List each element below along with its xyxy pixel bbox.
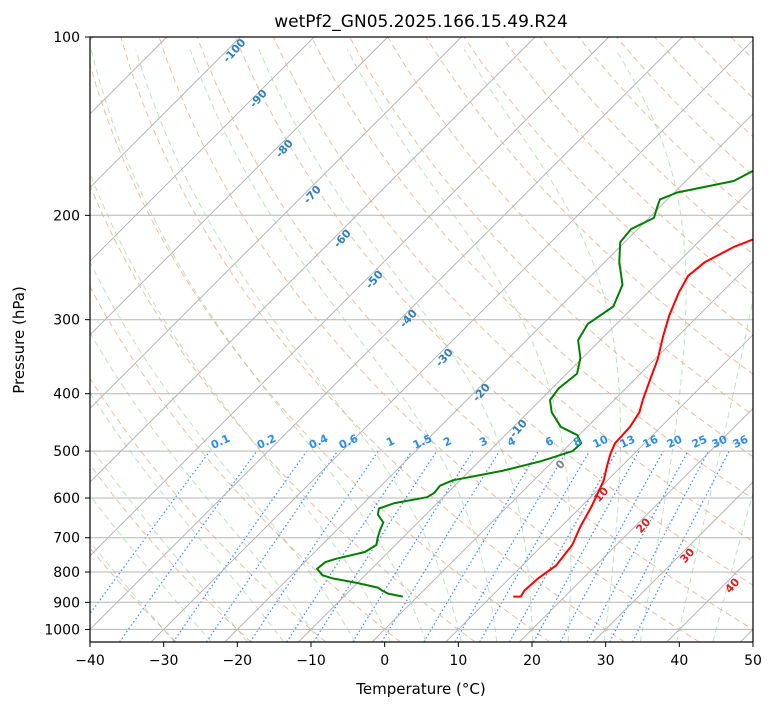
y-axis-label: Pressure (hPa) [10,286,28,394]
dry-adiabat-line [463,37,753,335]
y-tick-label: 100 [53,30,80,46]
x-tick-label: −20 [223,653,253,669]
profile-lines [316,169,753,598]
mixing-ratio-label: 30 [710,433,730,451]
mixing-ratio-label: 10 [591,433,611,451]
moist-adiabat-line [189,49,498,642]
dry-adiabat-line [90,463,252,642]
mixing-ratio-line [559,450,664,642]
isotherm-line [90,37,536,483]
dry-adiabat-line [90,62,551,642]
mixing-ratio-line [312,450,438,642]
background-lines [90,37,775,642]
x-tick-label: 0 [380,653,389,669]
moist-adiabat-line [463,49,622,642]
isotherm-line [150,39,753,642]
x-tick-label: −30 [149,653,179,669]
mixing-ratio-line [249,450,379,642]
mixing-ratio-label: 36 [731,433,751,451]
temperature-profile-line [513,238,753,598]
mixing-ratio-line [533,450,640,642]
y-tick-label: 800 [53,565,80,581]
chart-title: wetPf2_GN05.2025.166.15.49.R24 [274,12,568,32]
moist-adiabat-line [712,491,753,642]
dry-adiabat-line [90,377,327,642]
isotherm-line [90,37,610,557]
x-tick-label: 10 [449,653,467,669]
grid-lines [90,37,753,642]
y-tick-label: 500 [53,444,80,460]
dewpoint-profile-line [316,169,753,598]
moist-adiabat-line [258,49,533,642]
mixing-ratio-line [286,450,413,642]
moist-adiabat-line [90,445,248,642]
moist-adiabat-line [90,49,427,642]
dry-adiabat-line [234,37,753,586]
dry-adiabat-line [501,37,753,295]
x-axis: −40 −30 −20 −10 0 10 20 30 40 50 [75,642,762,669]
y-tick-label: 200 [53,208,80,224]
x-tick-label: −10 [296,653,326,669]
mixing-ratio-line [90,450,211,615]
moist-adiabat-line [90,494,212,642]
isotherm-line [90,37,683,631]
y-tick-label: 1000 [44,622,80,638]
isotherm-line [90,37,241,189]
isotherm-line [519,407,753,642]
x-tick-label: 30 [597,653,615,669]
y-axis: 100 200 300 400 500 600 700 800 900 1000 [44,30,90,638]
mixing-ratio-line [509,450,618,642]
x-tick-label: 40 [670,653,688,669]
plot-area [90,37,753,642]
mixing-ratio-line [381,450,501,642]
moist-adiabat-line [135,49,462,642]
moist-adiabat-line [615,49,687,642]
mixing-ratio-line [119,450,258,642]
isotherm-line [298,186,753,642]
mixing-ratio-label: 25 [690,433,709,451]
dry-adiabat-line [272,37,753,543]
plot-frame [89,36,754,643]
y-tick-label: 700 [53,531,80,547]
moist-adiabat-line [90,391,285,642]
mixing-ratio-label: 16 [641,433,661,451]
dry-adiabat-line [158,37,700,642]
moist-adiabat-line [90,172,392,642]
isotherm-line [224,113,753,642]
y-tick-label: 400 [53,387,80,403]
isotherm-line [90,37,462,410]
y-tick-label: 900 [53,595,80,611]
isotherm-line [371,260,753,642]
mixing-ratio-label: 13 [618,433,637,451]
moist-adiabat-line [90,260,356,642]
moist-adiabat-line [90,331,320,642]
dry-adiabat-line [769,37,775,642]
x-tick-label: 20 [523,653,541,669]
x-tick-label: −40 [75,653,105,669]
x-tick-label: 50 [744,653,762,669]
y-tick-label: 300 [53,313,80,329]
moist-adiabat-line [676,296,753,642]
dry-adiabat-line [196,37,753,630]
moist-adiabat-line [90,540,176,642]
dry-adiabat-line [311,37,753,500]
isotherm-line [445,334,753,642]
x-axis-label: Temperature (°C) [355,680,485,698]
isotherm-line [592,481,753,642]
mixing-ratio-label: 20 [665,433,685,451]
mixing-ratio-line [172,450,308,642]
isotherm-line [90,37,315,262]
y-tick-label: 600 [53,491,80,507]
mixing-ratio-line [632,450,730,642]
dry-adiabat-line [120,37,625,642]
mixing-ratio-line [205,450,338,642]
isotherm-line [90,37,389,336]
